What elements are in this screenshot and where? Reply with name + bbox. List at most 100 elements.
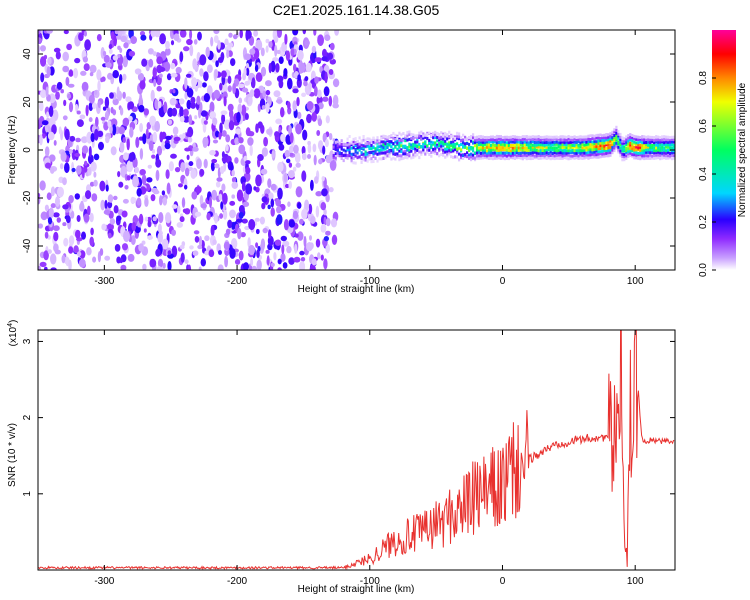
heatmap-cell (276, 30, 282, 38)
heatmap-cell (477, 141, 481, 145)
heatmap-cell (104, 96, 110, 109)
heatmap-cell (611, 130, 614, 134)
heatmap-cell (553, 151, 556, 155)
heatmap-cell (396, 141, 399, 145)
heatmap-cell (223, 209, 228, 220)
heatmap-cell (585, 155, 588, 159)
heatmap-cell (338, 154, 341, 158)
heatmap-cell (265, 249, 270, 254)
heatmap-cell (194, 211, 202, 217)
heatmap-cell (456, 150, 459, 154)
heatmap-cell (41, 120, 49, 126)
heatmap-cell (438, 133, 441, 136)
heatmap-cell (310, 79, 316, 84)
heatmap-cell (458, 146, 461, 150)
heatmap-cell (179, 216, 185, 223)
heatmap-cell (458, 158, 461, 162)
heatmap-cell (468, 149, 471, 152)
heatmap-cell (324, 71, 328, 84)
heatmap-cell (609, 137, 612, 141)
heatmap-cell (62, 65, 70, 73)
heatmap-cell (559, 135, 562, 139)
heatmap-cell (577, 149, 580, 153)
heatmap-cell (513, 153, 516, 157)
heatmap-cell (297, 49, 304, 61)
heatmap-cell (144, 216, 149, 222)
heatmap-cell (479, 140, 483, 144)
heatmap-cell (442, 153, 445, 157)
heatmap-cell (529, 135, 532, 139)
heatmap-cell (545, 143, 548, 147)
heatmap-cell (422, 132, 425, 136)
heatmap-cell (470, 158, 473, 162)
heatmap-cell (641, 146, 644, 150)
heatmap-cell (332, 94, 339, 107)
heatmap-cell (573, 156, 576, 160)
heatmap-cell (147, 48, 154, 55)
heatmap-cell (189, 44, 194, 57)
heatmap-cell (511, 153, 514, 157)
heatmap-cell (213, 89, 221, 99)
heatmap-cell (344, 142, 347, 146)
heatmap-cell (450, 148, 453, 152)
heatmap-cell (440, 153, 443, 156)
heatmap-cell (408, 133, 411, 136)
heatmap-cell (458, 152, 461, 156)
heatmap-cell (323, 216, 327, 226)
heatmap-cell (611, 148, 614, 152)
heatmap-cell (555, 149, 558, 153)
heatmap-cell (543, 141, 546, 144)
heatmap-cell (503, 140, 506, 144)
heatmap-cell (75, 229, 81, 239)
heatmap-cell (599, 147, 602, 150)
heatmap-cell (420, 134, 423, 138)
heatmap-cell (332, 143, 335, 147)
heatmap-cell (645, 137, 648, 141)
heatmap-cell (641, 141, 644, 145)
heatmap-cell (653, 151, 656, 155)
heatmap-cell (193, 230, 200, 235)
heatmap-cell (74, 193, 81, 200)
heatmap-cell (444, 150, 447, 154)
heatmap-cell (446, 152, 449, 156)
heatmap-cell (317, 34, 324, 46)
heatmap-cell (673, 154, 675, 158)
heatmap-cell (317, 252, 321, 260)
heatmap-cell (402, 138, 405, 142)
heatmap-cell (623, 158, 626, 162)
heatmap-cell (384, 137, 387, 141)
heatmap-cell (607, 138, 610, 142)
heatmap-cell (278, 143, 285, 151)
heatmap-cell (671, 146, 674, 150)
heatmap-cell (221, 70, 227, 79)
heatmap-cell (611, 145, 614, 149)
heatmap-cell (448, 149, 451, 152)
heatmap-cell (647, 140, 650, 144)
heatmap-cell (473, 136, 477, 140)
heatmap-cell (123, 152, 129, 161)
heatmap-cell (659, 136, 662, 140)
heatmap-cell (657, 138, 660, 142)
heatmap-cell (144, 197, 149, 207)
heatmap-cell (302, 129, 308, 141)
heatmap-cell (456, 135, 459, 139)
heatmap-cell (615, 138, 618, 142)
heatmap-cell (155, 52, 160, 58)
heatmap-cell (487, 137, 491, 141)
heatmap-cell (458, 137, 461, 141)
heatmap-cell (501, 136, 504, 139)
heatmap-cell (589, 143, 592, 147)
heatmap-cell (567, 151, 570, 155)
heatmap-cell (243, 67, 247, 77)
heatmap-cell (207, 64, 213, 73)
heatmap-cell (386, 135, 389, 139)
heatmap-cell (217, 57, 224, 63)
heatmap-cell (481, 148, 485, 152)
heatmap-cell (219, 166, 225, 174)
heatmap-cell (661, 151, 664, 155)
heatmap-cell (430, 134, 433, 137)
heatmap-cell (406, 146, 409, 150)
heatmap-cell (523, 135, 526, 139)
heatmap-cell (75, 103, 79, 113)
heatmap-cell (575, 143, 578, 147)
